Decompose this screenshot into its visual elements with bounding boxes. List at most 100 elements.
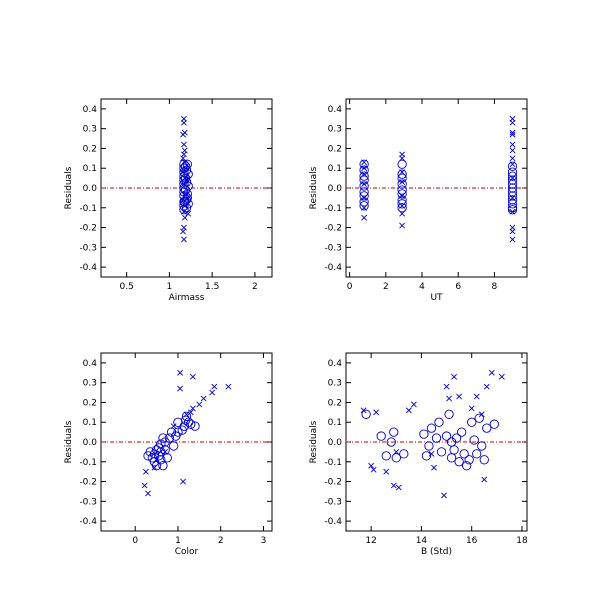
ut-circle-marker-point <box>359 165 369 175</box>
bstd-y-tick-label: 0.3 <box>328 379 342 389</box>
color-y-tick-label: 0.1 <box>83 418 97 428</box>
color-circle-marker-point <box>177 425 187 435</box>
bstd-y-axis-title: Residuals <box>309 420 319 463</box>
bstd-x-marker-point <box>373 409 380 416</box>
bstd-circle-marker-point <box>431 433 442 443</box>
ut-circle-marker-point <box>507 175 518 185</box>
color-x-marker-point <box>189 373 196 380</box>
ut-y-tick-label: 0.2 <box>328 144 342 154</box>
bstd-circle-marker-point <box>464 455 474 465</box>
airmass-circle-marker-point <box>179 201 189 211</box>
ut-x-marker-point <box>509 141 516 148</box>
ut-x-tick-label: 4 <box>419 282 425 292</box>
color-y-tick-label: -0.4 <box>79 517 97 527</box>
ut-circle-marker-point <box>507 183 518 193</box>
bstd-circle-marker-point <box>472 449 482 459</box>
ut-circle-marker-point <box>359 171 369 181</box>
color-x-marker-point <box>196 401 203 408</box>
ut-y-tick-label: -0.2 <box>324 224 342 234</box>
ut-circle-marker-point <box>507 205 518 215</box>
ut-x-tick-label: 6 <box>455 282 461 292</box>
ut-x-marker-point <box>509 155 516 162</box>
ut-circle-marker-point <box>397 189 407 199</box>
bstd-x-marker-point <box>360 407 367 414</box>
color-circle-marker-point <box>173 417 183 427</box>
bstd-x-marker-point <box>370 466 377 473</box>
bstd-circle-marker-point <box>449 445 459 455</box>
ut-y-tick-label: -0.1 <box>324 204 342 214</box>
ut-circle-marker-point <box>507 187 518 197</box>
bstd-circle-marker-point <box>389 427 399 437</box>
airmass-y-axis-title: Residuals <box>64 166 74 209</box>
color-x-tick-label: 3 <box>261 536 267 546</box>
bstd-x-marker-point <box>473 393 480 400</box>
color-x-marker-point <box>189 405 196 412</box>
bstd-circle-marker-point <box>444 409 454 419</box>
airmass-x-tick-label: 1.5 <box>205 282 219 292</box>
bstd-x-axis-title: B (Std) <box>421 547 452 557</box>
ut-x-marker-point <box>509 236 516 243</box>
airmass-y-tick-label: -0.4 <box>79 263 97 273</box>
ut-circle-marker-point <box>359 197 369 207</box>
bstd-residuals-plot: 12 14 16 18 -0.4 -0.3 -0.2 -0.1 0.0 0.1 0.2 0.3 0.4 B… <box>309 352 528 557</box>
bstd-circle-marker-point <box>421 451 432 461</box>
color-x-marker-point <box>225 383 232 390</box>
ut-residuals-plot: 0 2 4 6 8 -0.4 -0.3 -0.2 -0.1 0.0 0.1 0.2 0.3 0.4 UT Re… <box>309 98 528 303</box>
ut-circle-marker-point <box>507 195 518 205</box>
color-circle-marker-point <box>143 451 153 461</box>
bstd-circle-marker-point <box>489 419 499 429</box>
airmass-circle-marker-point <box>179 183 189 193</box>
color-circle-marker-point <box>162 453 172 463</box>
bstd-x-marker-point <box>383 468 390 475</box>
airmass-x-tick-label: 0.5 <box>119 282 133 292</box>
bstd-x-marker-point <box>428 450 435 457</box>
color-y-tick-label: 0.4 <box>83 359 98 369</box>
bstd-circle-marker-point <box>446 453 457 463</box>
airmass-x-marker-point <box>181 119 187 126</box>
bstd-circle-marker-point <box>474 413 484 423</box>
color-x-axis-title: Color <box>175 547 199 557</box>
airmass-y-tick-label: 0.0 <box>83 184 98 194</box>
ut-circle-marker-point <box>507 199 518 209</box>
bstd-x-marker-point <box>481 476 488 483</box>
bstd-y-tick-label: -0.3 <box>324 497 342 507</box>
ut-circle-marker-point <box>507 161 518 171</box>
ut-x-marker-point <box>361 214 368 221</box>
ut-x-marker-point <box>509 131 516 138</box>
bstd-circle-marker-point <box>419 429 429 439</box>
airmass-x-axis-title: Airmass <box>169 293 205 303</box>
bstd-circle-marker-point <box>459 449 469 459</box>
airmass-circle-marker-point <box>179 159 189 169</box>
bstd-circle-marker-point <box>477 441 487 451</box>
airmass-x-tick-label: 1 <box>167 282 173 292</box>
color-circle-marker-point <box>181 411 192 421</box>
bstd-x-marker-point <box>488 369 495 376</box>
ut-circle-marker-point <box>507 179 518 189</box>
ut-y-tick-label: 0.4 <box>328 105 343 115</box>
color-x-marker-point <box>209 389 216 396</box>
bstd-circle-marker-point <box>424 441 434 451</box>
airmass-x-marker-point <box>181 236 187 243</box>
airmass-y-tick-label: -0.1 <box>79 204 97 214</box>
airmass-y-tick-label: 0.3 <box>83 125 97 135</box>
airmass-x-marker-point <box>180 228 186 235</box>
color-circle-marker-point <box>186 419 196 429</box>
color-x-marker-point <box>141 482 148 489</box>
bstd-circle-marker-point <box>456 427 467 437</box>
bstd-circle-marker-point <box>479 455 489 465</box>
ut-y-tick-label: 0.0 <box>328 184 343 194</box>
ut-x-axis-title: UT <box>430 293 443 303</box>
ut-x-marker-point <box>509 129 516 136</box>
ut-circle-marker-point <box>397 179 407 189</box>
color-x-marker-point <box>200 395 207 402</box>
ut-circle-marker-point <box>507 167 518 177</box>
bstd-x-tick-label: 12 <box>365 536 376 546</box>
bstd-circle-marker-point <box>462 461 472 471</box>
bstd-circle-marker-point <box>441 431 452 441</box>
bstd-x-marker-point <box>395 484 402 491</box>
ut-x-marker-point <box>509 147 516 154</box>
ut-circle-marker-point <box>397 203 407 213</box>
ut-x-marker-point <box>399 222 406 229</box>
airmass-circle-marker-point <box>180 161 191 171</box>
